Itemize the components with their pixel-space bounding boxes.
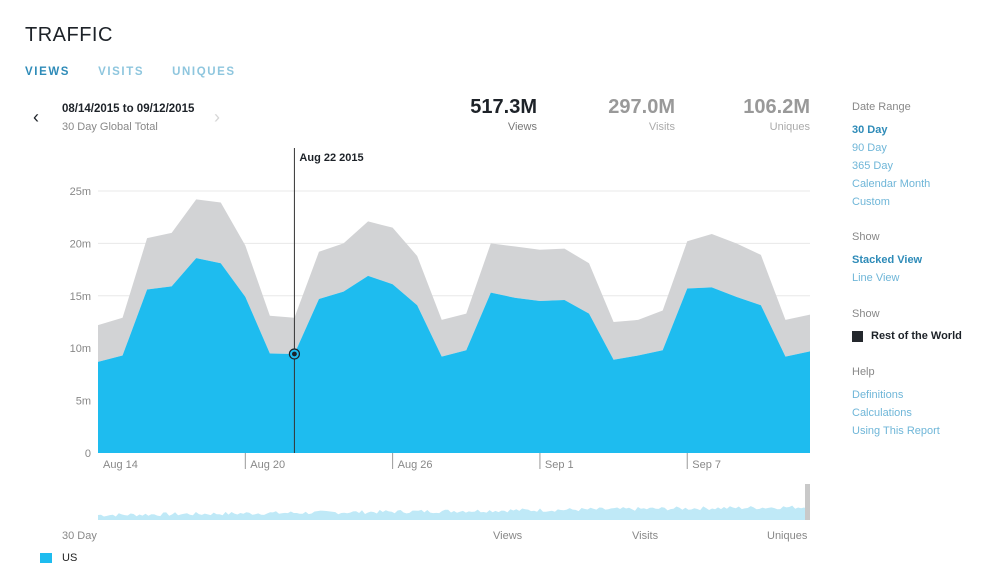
date-range-subtitle: 30 Day Global Total	[62, 121, 158, 133]
bottom-col-views: Views	[493, 530, 522, 542]
stat-visits-label: Visits	[545, 121, 675, 133]
x-tick-label: Sep 7	[692, 459, 721, 471]
date-range-365-day[interactable]: 365 Day	[852, 157, 930, 175]
date-range-30-day[interactable]: 30 Day	[852, 121, 930, 139]
stat-uniques[interactable]: 106.2M Uniques	[680, 96, 810, 133]
next-period-chevron-right-icon[interactable]: ›	[214, 107, 220, 128]
stat-views[interactable]: 517.3M Views	[407, 96, 537, 133]
bottom-col-uniques: Uniques	[767, 530, 807, 542]
page-title: TRAFFIC	[25, 24, 113, 47]
x-tick-label: Aug 14	[103, 459, 138, 471]
metric-tabs: VIEWS VISITS UNIQUES	[25, 66, 236, 78]
help-using-report-link[interactable]: Using This Report	[852, 422, 940, 440]
date-range-calendar-month[interactable]: Calendar Month	[852, 175, 930, 193]
hover-marker-ring	[289, 349, 299, 359]
stacked-view-link[interactable]: Stacked View	[852, 251, 922, 269]
y-tick-label: 5m	[76, 396, 91, 408]
x-tick-label: Aug 20	[250, 459, 285, 471]
help-panel: Help Definitions Calculations Using This…	[852, 366, 940, 440]
help-heading: Help	[852, 366, 940, 378]
y-tick-label: 10m	[70, 343, 91, 355]
x-tick-label: Sep 1	[545, 459, 574, 471]
us-row-label: US	[62, 552, 77, 564]
series-panel: Show Rest of the World	[852, 308, 962, 342]
stat-views-label: Views	[407, 121, 537, 133]
date-range-90-day[interactable]: 90 Day	[852, 139, 930, 157]
help-definitions-link[interactable]: Definitions	[852, 386, 940, 404]
line-view-link[interactable]: Line View	[852, 269, 922, 287]
tab-uniques[interactable]: UNIQUES	[172, 66, 236, 78]
hover-marker-dot	[292, 352, 297, 357]
y-tick-label: 20m	[70, 238, 91, 250]
us-swatch	[40, 553, 52, 563]
bottom-period-label: 30 Day	[62, 530, 97, 542]
view-mode-panel: Show Stacked View Line View	[852, 231, 922, 287]
stat-uniques-value: 106.2M	[680, 96, 810, 119]
rest-of-world-label: Rest of the World	[871, 330, 962, 342]
series-heading: Show	[852, 308, 962, 320]
tab-views[interactable]: VIEWS	[25, 66, 70, 78]
hover-date-label: Aug 22 2015	[299, 152, 363, 164]
date-range-heading: Date Range	[852, 101, 930, 113]
date-range-panel: Date Range 30 Day 90 Day 365 Day Calenda…	[852, 101, 930, 211]
date-range-custom[interactable]: Custom	[852, 193, 930, 211]
area-us	[98, 258, 810, 453]
overview-sparkline[interactable]	[98, 506, 810, 520]
previous-period-chevron-left-icon[interactable]: ‹	[33, 107, 39, 128]
bottom-col-visits: Visits	[632, 530, 658, 542]
y-tick-label: 25m	[70, 186, 91, 198]
help-calculations-link[interactable]: Calculations	[852, 404, 940, 422]
stat-views-value: 517.3M	[407, 96, 537, 119]
view-mode-heading: Show	[852, 231, 922, 243]
rest-of-world-swatch	[852, 331, 863, 342]
x-tick-label: Aug 26	[398, 459, 433, 471]
date-range-text: 08/14/2015 to 09/12/2015	[62, 103, 194, 115]
area-rest-of-the-world	[98, 199, 810, 361]
y-tick-label: 0	[85, 448, 91, 460]
y-tick-label: 15m	[70, 291, 91, 303]
tab-visits[interactable]: VISITS	[98, 66, 144, 78]
bottom-table-row-us[interactable]: US	[40, 552, 77, 564]
stat-uniques-label: Uniques	[680, 121, 810, 133]
overview-range-handle[interactable]	[805, 484, 810, 520]
rest-of-world-toggle[interactable]: Rest of the World	[852, 330, 962, 342]
stat-visits[interactable]: 297.0M Visits	[545, 96, 675, 133]
stat-visits-value: 297.0M	[545, 96, 675, 119]
